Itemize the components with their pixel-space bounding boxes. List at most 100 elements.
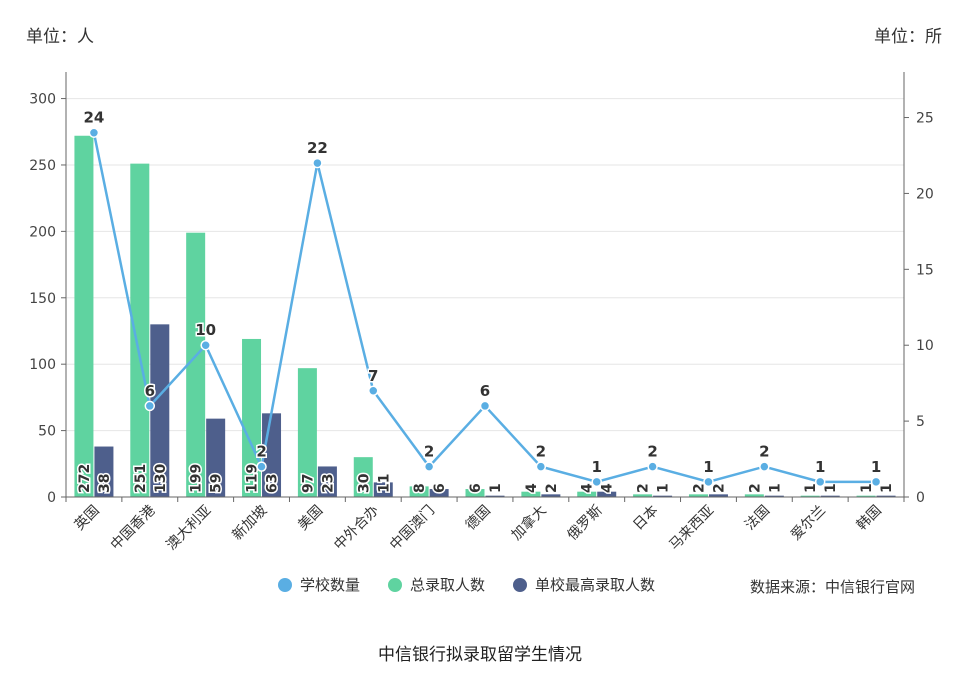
legend-item-school-count[interactable]: 学校数量 <box>278 574 360 595</box>
bar-label-total-admitted: 2 <box>691 483 707 493</box>
bar-label-total-admitted: 4 <box>524 483 540 493</box>
left-tick-label: 50 <box>38 424 56 440</box>
bar-max-single-school <box>485 495 505 497</box>
bar-max-single-school <box>150 324 170 497</box>
x-tick-label: 中国澳门 <box>387 503 438 554</box>
point-school-count <box>535 461 547 472</box>
point-school-count <box>144 400 156 412</box>
right-tick-label: 20 <box>916 186 934 202</box>
x-tick-label: 中外合办 <box>331 503 382 554</box>
point-label-school-count: 2 <box>536 443 546 461</box>
bar-max-single-school <box>597 491 617 497</box>
x-tick-label: 中国香港 <box>108 503 159 554</box>
legend-label-school-count: 学校数量 <box>300 576 361 594</box>
point-label-school-count: 24 <box>83 109 104 127</box>
bar-label-total-admitted: 2 <box>747 483 763 493</box>
bar-total-admitted <box>688 494 708 497</box>
left-tick-label: 100 <box>29 357 56 373</box>
chart-legend: 学校数量 总录取人数 单校最高录取人数 <box>278 574 683 595</box>
x-tick-label: 马来西亚 <box>666 503 717 554</box>
point-school-count <box>423 461 435 472</box>
bar-max-single-school <box>876 495 896 497</box>
bar-label-max-single-school: 1 <box>656 483 672 493</box>
bar-max-single-school <box>653 495 673 497</box>
x-tick-label: 俄罗斯 <box>565 503 606 544</box>
bar-max-single-school <box>94 446 114 497</box>
point-label-school-count: 22 <box>307 139 328 157</box>
bar-label-max-single-school: 2 <box>544 483 560 493</box>
x-tick-label: 韩国 <box>854 503 885 534</box>
left-tick-label: 200 <box>29 224 56 240</box>
bar-max-single-school <box>429 489 449 497</box>
bar-total-admitted <box>577 491 597 497</box>
point-label-school-count: 1 <box>815 458 825 476</box>
right-tick-label: 0 <box>916 490 925 506</box>
bar-label-max-single-school: 59 <box>209 474 225 493</box>
point-label-school-count: 2 <box>647 443 657 461</box>
right-tick-label: 15 <box>916 262 934 278</box>
bar-label-total-admitted: 1 <box>859 483 875 493</box>
bar-label-total-admitted: 97 <box>300 474 316 493</box>
legend-item-max-single-school[interactable]: 单校最高录取人数 <box>513 574 655 595</box>
bar-max-single-school <box>317 466 337 497</box>
left-tick-label: 0 <box>47 490 56 506</box>
bar-label-total-admitted: 199 <box>189 464 205 493</box>
legend-item-total-admitted[interactable]: 总录取人数 <box>388 574 485 595</box>
bar-max-single-school <box>764 495 784 497</box>
bar-total-admitted <box>633 494 653 497</box>
point-school-count <box>814 476 826 488</box>
bar-label-max-single-school: 6 <box>432 483 448 493</box>
x-tick-label: 日本 <box>630 503 661 534</box>
x-tick-label: 澳大利亚 <box>164 503 215 554</box>
bar-total-admitted <box>353 457 373 497</box>
bar-total-admitted <box>856 495 876 497</box>
bar-label-max-single-school: 2 <box>711 483 727 493</box>
bar-label-max-single-school: 1 <box>488 483 504 493</box>
x-tick-label: 法国 <box>742 503 773 534</box>
point-label-school-count: 1 <box>871 458 881 476</box>
legend-swatch-max-single-school <box>513 577 528 592</box>
bar-total-admitted <box>521 491 541 497</box>
point-label-school-count: 1 <box>703 458 713 476</box>
point-label-school-count: 2 <box>256 443 266 461</box>
point-label-school-count: 10 <box>195 321 216 339</box>
legend-swatch-school-count <box>278 577 292 592</box>
x-tick-label: 爱尔兰 <box>788 503 829 544</box>
point-school-count <box>256 461 267 472</box>
point-school-count <box>703 476 714 488</box>
bar-max-single-school <box>373 482 393 497</box>
legend-label-max-single-school: 单校最高录取人数 <box>535 576 656 594</box>
bar-total-admitted <box>130 163 150 497</box>
point-school-count <box>759 461 770 472</box>
bar-label-total-admitted: 30 <box>356 473 372 493</box>
right-tick-label: 25 <box>916 111 934 127</box>
point-school-count <box>312 157 323 169</box>
point-school-count <box>870 476 882 488</box>
point-label-school-count: 2 <box>759 443 769 461</box>
point-school-count <box>591 476 602 488</box>
legend-swatch-total-admitted <box>388 577 403 592</box>
bar-max-single-school <box>206 418 226 497</box>
left-axis-unit: 单位：人 <box>26 27 94 47</box>
right-tick-label: 5 <box>916 414 925 430</box>
left-tick-label: 250 <box>29 158 56 174</box>
bar-label-max-single-school: 38 <box>97 474 113 493</box>
point-label-school-count: 6 <box>480 382 490 400</box>
bar-label-total-admitted: 8 <box>412 483 428 493</box>
bar-total-admitted <box>409 486 429 497</box>
chart-title: 中信银行拟录取留学生情况 <box>378 645 582 665</box>
point-school-count <box>88 127 100 138</box>
bar-label-max-single-school: 130 <box>153 464 169 493</box>
left-tick-label: 300 <box>29 92 56 108</box>
point-school-count <box>479 400 491 412</box>
bar-label-max-single-school: 23 <box>320 474 336 493</box>
bar-total-admitted <box>465 489 485 497</box>
bar-label-total-admitted: 1 <box>803 483 819 493</box>
bar-label-total-admitted: 2 <box>636 483 652 493</box>
x-tick-label: 德国 <box>463 503 494 534</box>
right-axis-unit: 单位：所 <box>874 27 942 47</box>
x-tick-label: 新加坡 <box>229 503 270 544</box>
right-tick-label: 10 <box>916 338 934 354</box>
left-tick-label: 150 <box>29 291 56 307</box>
data-source: 数据来源：中信银行官网 <box>750 578 916 596</box>
